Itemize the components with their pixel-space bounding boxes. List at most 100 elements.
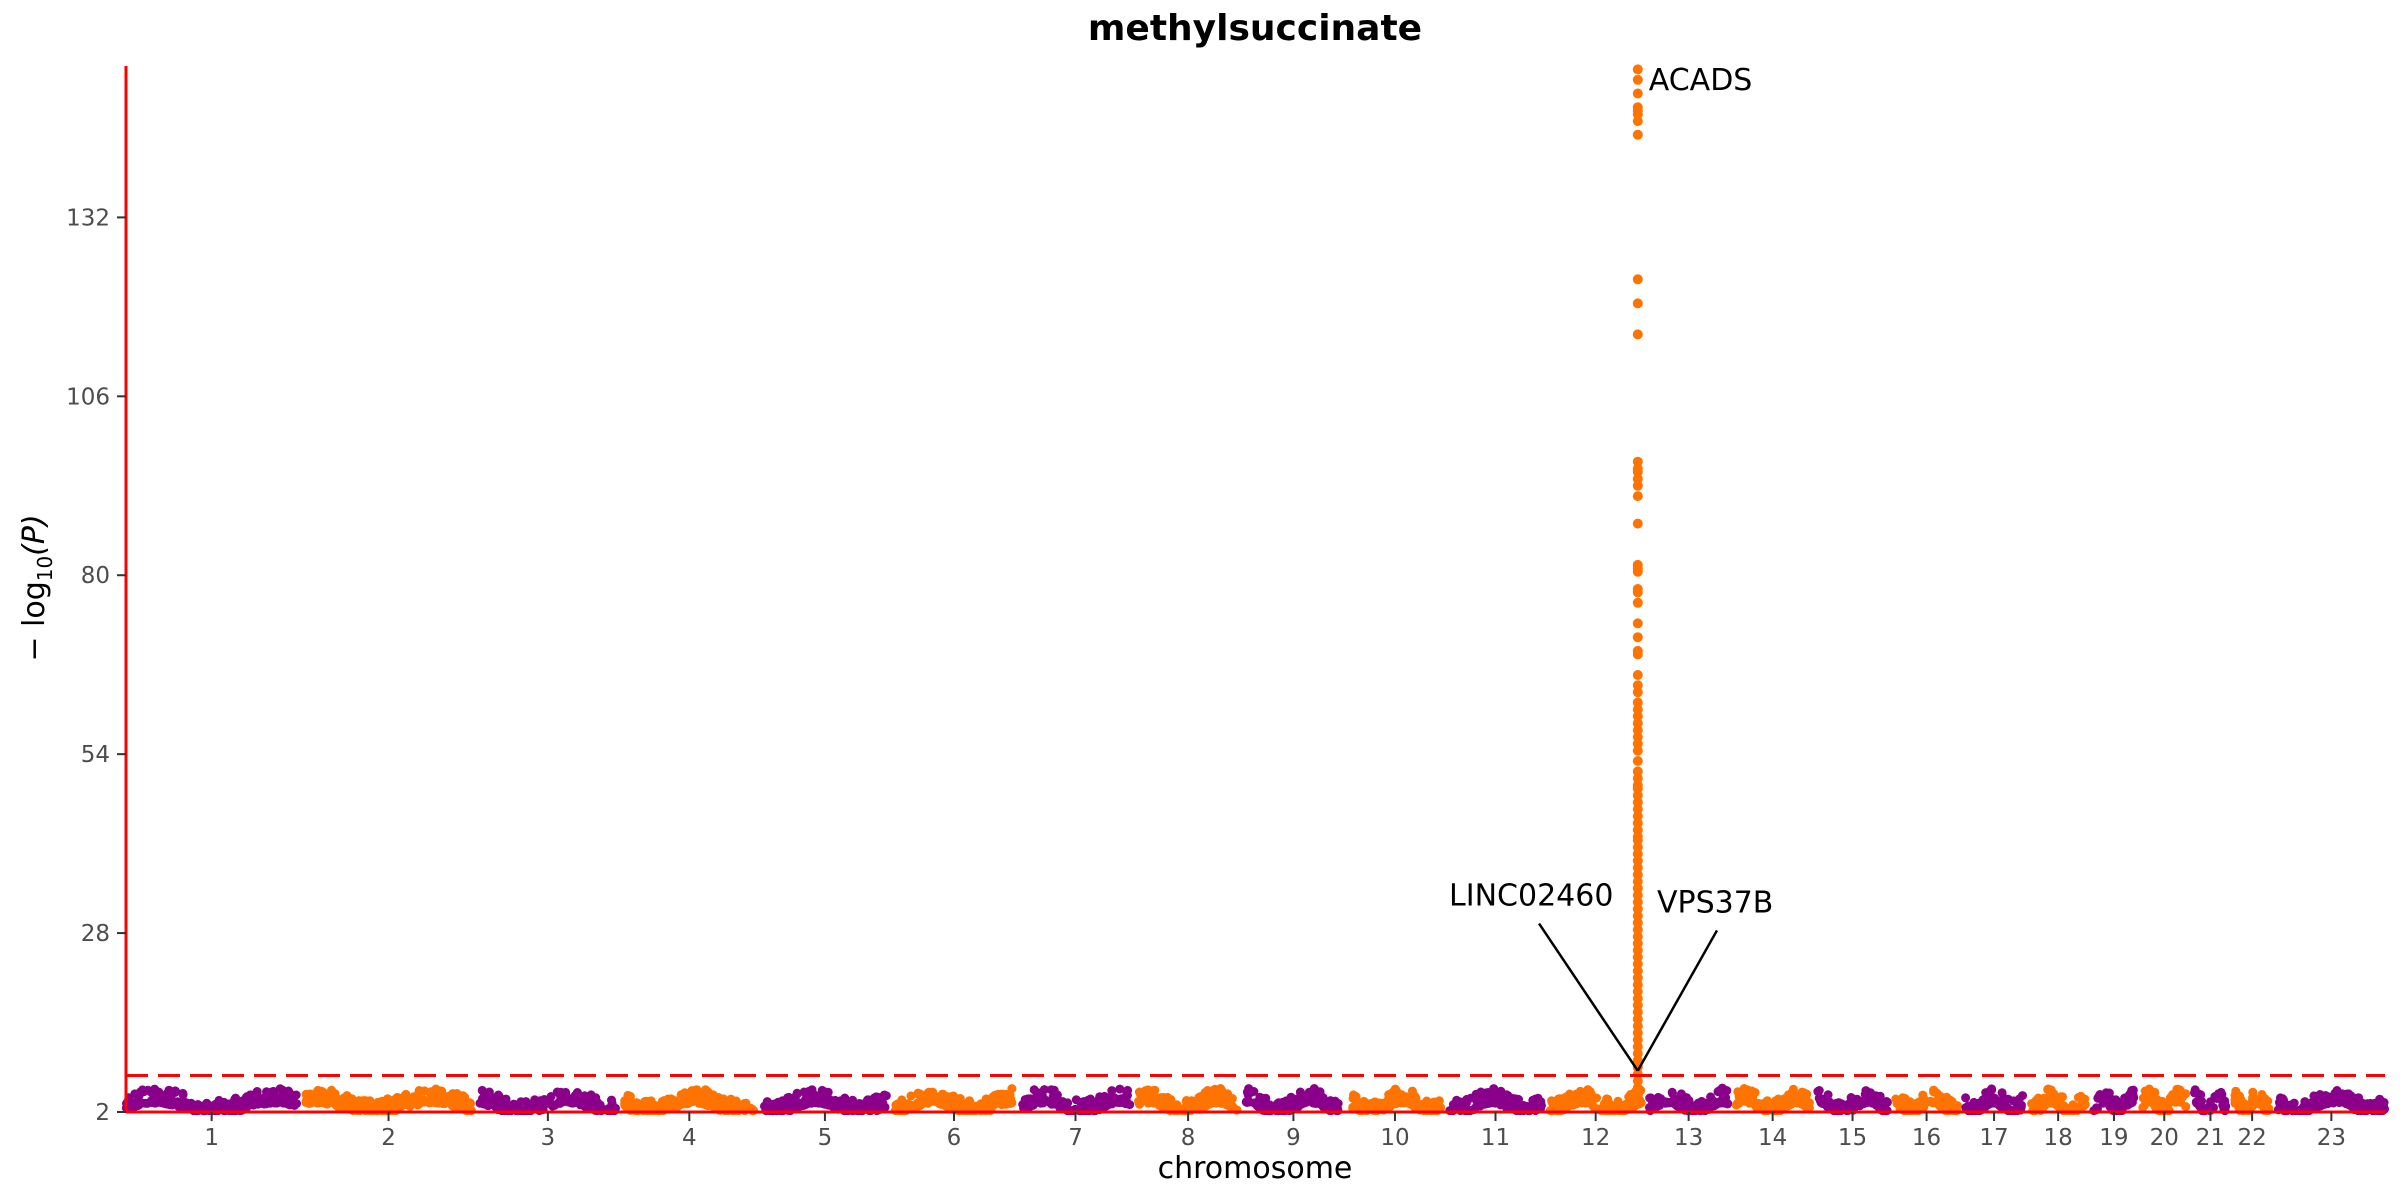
snp-point: [676, 1098, 686, 1108]
snp-point: [1740, 1094, 1750, 1104]
peak-snp-point: [1632, 804, 1643, 815]
snp-point: [644, 1097, 654, 1106]
snp-point: [2138, 1103, 2148, 1112]
peak-snp-point: [1632, 1076, 1643, 1086]
peak-snp-point: [1632, 910, 1643, 921]
y-axis-ticks: 2 28 54 80 106 132: [66, 205, 126, 1126]
snp-point: [2141, 1095, 2151, 1105]
snp-point: [1929, 1085, 1939, 1095]
y-tick-label: 2: [95, 1100, 110, 1126]
snp-point: [1925, 1096, 1935, 1106]
snp-point: [1876, 1103, 1886, 1113]
peak-snp-point: [1632, 756, 1643, 766]
snp-point: [1200, 1092, 1210, 1101]
snp-point: [704, 1099, 714, 1109]
x-tick-label: 14: [1758, 1125, 1787, 1151]
peak-snp-point: [1632, 687, 1643, 698]
snp-point: [1476, 1087, 1486, 1097]
peak-snp-point: [1632, 773, 1643, 784]
snp-point: [798, 1101, 808, 1110]
snp-point: [2181, 1102, 2191, 1112]
snp-point: [244, 1100, 254, 1110]
snp-point: [170, 1088, 180, 1097]
x-tick-label: 3: [541, 1125, 556, 1151]
snp-point: [1816, 1098, 1826, 1108]
snp-point: [1504, 1102, 1514, 1112]
x-tick-label: 7: [1068, 1125, 1083, 1151]
snp-point: [250, 1090, 259, 1100]
x-tick-label: 2: [381, 1125, 396, 1151]
snp-point: [271, 1096, 280, 1106]
chart-title: methylsuccinate: [1088, 8, 1422, 49]
snp-point: [586, 1096, 596, 1106]
x-tick-label: 20: [2150, 1125, 2179, 1151]
peak-snp-point: [1632, 618, 1643, 629]
snp-point: [1164, 1097, 1173, 1107]
snp-point: [361, 1096, 371, 1106]
snp-point: [1519, 1101, 1529, 1110]
peak-snp-point: [1632, 1089, 1643, 1100]
x-tick-label: 9: [1286, 1125, 1301, 1151]
snp-point: [1668, 1096, 1678, 1106]
y-axis-title-main: − log: [17, 581, 52, 661]
snp-point: [1083, 1095, 1093, 1105]
x-tick-label: 21: [2196, 1125, 2225, 1151]
peak-snp-point: [1632, 979, 1643, 990]
snp-point: [1891, 1094, 1901, 1104]
snp-point: [1384, 1093, 1394, 1103]
snp-point: [2234, 1103, 2244, 1113]
snp-point: [2190, 1087, 2200, 1097]
snp-point: [1242, 1087, 1252, 1097]
snp-point: [669, 1100, 679, 1110]
snp-point: [1315, 1088, 1325, 1098]
snp-point: [162, 1099, 172, 1109]
chromosome-5-points: [760, 1085, 891, 1116]
snp-point: [607, 1100, 617, 1110]
snp-point: [1349, 1090, 1358, 1100]
snp-point: [1308, 1096, 1317, 1106]
peak-snp-point: [1632, 1041, 1643, 1052]
snp-point: [918, 1098, 928, 1108]
peak-snp-point: [1632, 1082, 1643, 1093]
peak-snp-point: [1632, 64, 1643, 75]
snp-point: [332, 1093, 342, 1103]
snp-point: [2351, 1103, 2361, 1113]
peak-snp-point: [1632, 1021, 1643, 1031]
snp-point: [1697, 1103, 1707, 1112]
snp-point: [1123, 1085, 1133, 1095]
snp-point: [1871, 1091, 1881, 1101]
peak-snp-point: [1632, 1007, 1643, 1018]
snp-point: [1466, 1093, 1476, 1103]
snp-point: [1898, 1093, 1908, 1103]
snp-point: [2366, 1098, 2375, 1108]
peak-snp-point: [1632, 491, 1643, 502]
peak-snp-point: [1632, 680, 1643, 691]
snp-point: [577, 1100, 587, 1110]
snp-point: [230, 1095, 240, 1105]
snp-point: [936, 1099, 946, 1109]
snp-point: [1295, 1087, 1305, 1097]
snp-point: [1645, 1093, 1655, 1103]
x-axis-ticks: 1 2 3 4 5 6 7 8 9 10 11 12 13 14 15 16 17 18 19 20 21 22 23: [204, 1112, 2346, 1151]
x-tick-label: 18: [2043, 1125, 2072, 1151]
y-axis-title: − log10(P): [17, 514, 57, 661]
snp-point: [1804, 1098, 1814, 1108]
snp-point: [325, 1097, 335, 1107]
snp-point: [938, 1090, 948, 1100]
peak-snp-point: [1632, 883, 1643, 894]
snp-point: [202, 1098, 212, 1108]
peak-snp-point: [1632, 109, 1643, 120]
snp-point: [1682, 1093, 1691, 1103]
snp-point: [1244, 1097, 1254, 1107]
snp-point: [1961, 1093, 1971, 1103]
peak-snp-point: [1632, 670, 1643, 680]
peak-snp-point: [1632, 480, 1643, 491]
snp-point: [789, 1095, 799, 1105]
peak-snp-point: [1632, 587, 1643, 598]
peak-snp-point: [1632, 931, 1643, 942]
snp-point: [425, 1098, 434, 1108]
gene-label: ACADS: [1649, 63, 1753, 98]
snp-point: [1413, 1100, 1423, 1110]
snp-point: [2111, 1096, 2120, 1106]
snp-point: [1719, 1090, 1729, 1100]
